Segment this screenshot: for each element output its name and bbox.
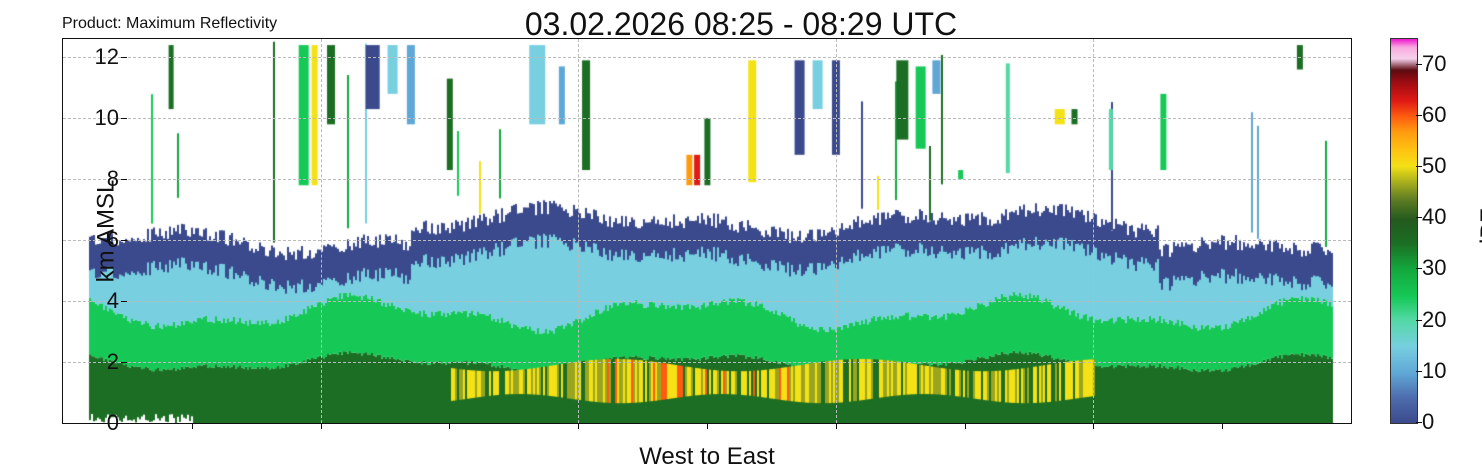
y-axis-tick-label: 2: [83, 349, 119, 375]
y-axis-tick-mark: [121, 179, 127, 180]
colorbar-tick-mark: [1416, 217, 1422, 218]
x-axis-tick-mark: [707, 423, 708, 429]
y-axis-tick-mark: [121, 240, 127, 241]
colorbar-tick-mark: [1416, 64, 1422, 65]
y-axis-tick-mark: [121, 301, 127, 302]
colorbar: 0 10 20 30 40 50 60 70 dBZ: [1390, 38, 1416, 422]
y-axis-tick-label: 12: [83, 44, 119, 70]
colorbar-tick-label: 50: [1422, 153, 1446, 179]
colorbar-gradient-canvas: [1390, 38, 1418, 424]
colorbar-tick-label: 70: [1422, 51, 1446, 77]
x-axis-title: West to East: [63, 443, 1351, 470]
colorbar-tick-mark: [1416, 166, 1422, 167]
x-axis-tick-mark: [321, 423, 322, 429]
x-axis-tick-mark: [1093, 423, 1094, 429]
radar-data-canvas: [63, 39, 1351, 423]
y-axis-tick-mark: [121, 57, 127, 58]
y-axis-title: km AMSL: [92, 180, 120, 283]
y-axis-tick-label: 0: [83, 410, 119, 436]
colorbar-tick-label: 40: [1422, 204, 1446, 230]
y-axis-tick-mark: [121, 118, 127, 119]
x-axis-tick-mark: [192, 423, 193, 429]
colorbar-title: dBZ: [1476, 208, 1482, 252]
colorbar-tick-label: 20: [1422, 307, 1446, 333]
colorbar-tick-mark: [1416, 422, 1422, 423]
colorbar-tick-label: 10: [1422, 358, 1446, 384]
x-axis-tick-mark: [1222, 423, 1223, 429]
x-axis-tick-mark: [578, 423, 579, 429]
colorbar-tick-label: 0: [1422, 409, 1434, 435]
y-axis-tick-mark: [121, 423, 127, 424]
colorbar-tick-mark: [1416, 115, 1422, 116]
colorbar-tick-label: 60: [1422, 102, 1446, 128]
x-axis-tick-mark: [836, 423, 837, 429]
x-axis-tick-mark: [965, 423, 966, 429]
plot-area: 0 2 4 6 8 10 12 km AMSL West to East: [62, 38, 1352, 424]
colorbar-tick-mark: [1416, 320, 1422, 321]
y-axis-tick-mark: [121, 362, 127, 363]
radar-cross-section-chart: Product: Maximum Reflectivity 03.02.2026…: [0, 0, 1482, 470]
x-axis-tick-mark: [449, 423, 450, 429]
colorbar-tick-mark: [1416, 268, 1422, 269]
colorbar-tick-mark: [1416, 371, 1422, 372]
y-axis-tick-label: 10: [83, 105, 119, 131]
colorbar-tick-label: 30: [1422, 255, 1446, 281]
y-axis-tick-label: 4: [83, 288, 119, 314]
